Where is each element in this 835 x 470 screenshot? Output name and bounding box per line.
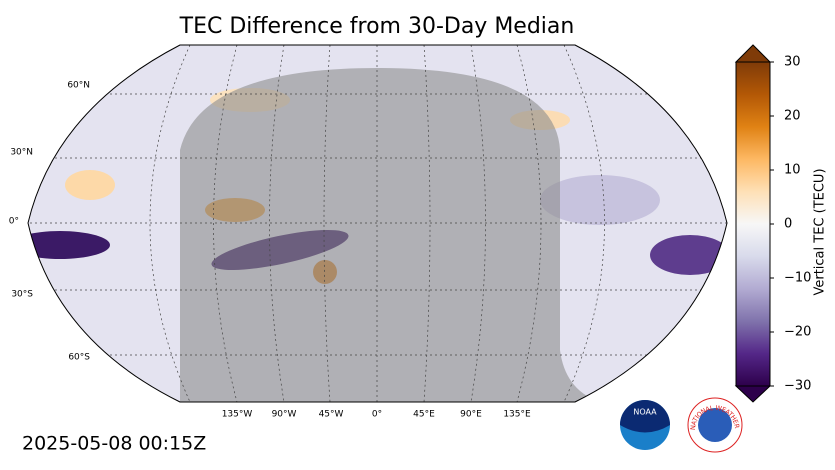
lon-labels: 135°W 90°W 45°W 0° 45°E 90°E 135°E (222, 410, 531, 420)
lat-label: 30°S (11, 290, 33, 300)
lon-label: 0° (372, 410, 382, 420)
lon-label: 90°E (460, 410, 482, 420)
lon-label: 45°E (413, 410, 435, 420)
colorbar-tick-label: −20 (784, 325, 811, 340)
lon-label: 45°W (319, 410, 344, 420)
noaa-logo: NOAA (620, 400, 670, 450)
lat-label: 30°N (10, 148, 33, 158)
colorbar-tick-label: 30 (784, 55, 801, 70)
colorbar (736, 62, 770, 386)
lon-label: 135°W (222, 410, 253, 420)
colorbar-tick-label: −10 (784, 271, 811, 286)
colorbar-tick-label: −30 (784, 379, 811, 394)
colorbar-tick-label: 10 (784, 163, 801, 178)
noaa-text: NOAA (633, 408, 657, 417)
colorbar-label: Vertical TEC (TECU) (813, 168, 828, 295)
colorbar-min-arrow (734, 385, 772, 403)
colorbar-max-arrow (734, 44, 772, 63)
lon-label: 90°W (272, 410, 297, 420)
lat-labels: 60°N 30°N 0° 30°S 60°S (9, 81, 91, 363)
colorbar-ticks: 30 20 10 0 −10 −20 −30 (770, 55, 811, 394)
lon-label: 135°E (503, 410, 531, 420)
colorbar-tick-label: 0 (784, 217, 792, 232)
lat-label: 60°N (67, 81, 90, 91)
lat-label: 0° (9, 217, 19, 227)
map (28, 45, 727, 402)
colorbar-tick-label: 20 (784, 109, 801, 124)
title: TEC Difference from 30-Day Median (179, 14, 575, 39)
timestamp: 2025-05-08 00:15Z (22, 433, 206, 455)
map-outline (27, 44, 728, 403)
lat-label: 60°S (68, 353, 90, 363)
